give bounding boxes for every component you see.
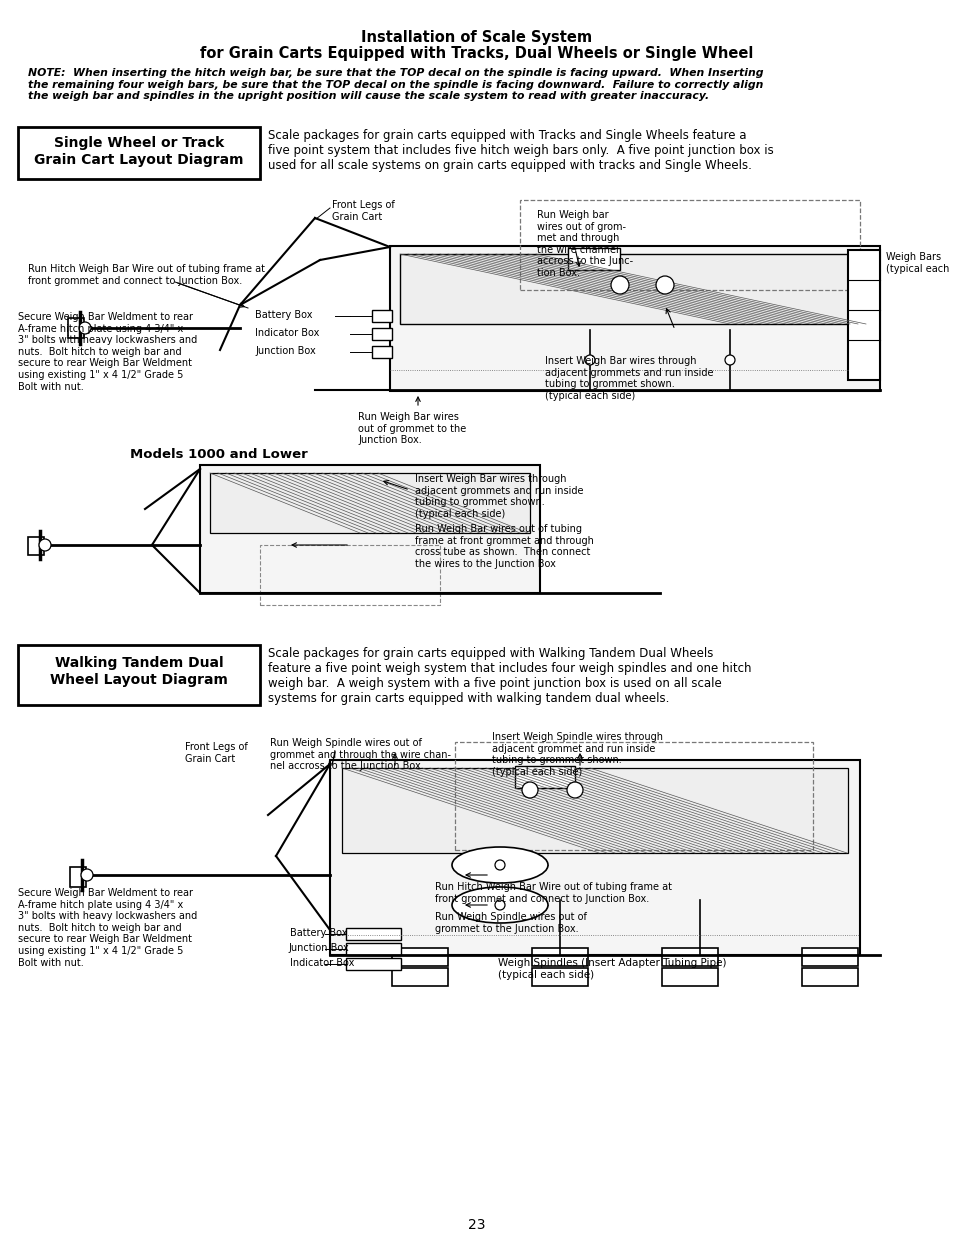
Text: Wheel Layout Diagram: Wheel Layout Diagram [50,673,228,687]
Text: Run Weigh Bar wires out of tubing
frame at front grommet and through
cross tube : Run Weigh Bar wires out of tubing frame … [415,524,594,569]
Text: Grain Cart Layout Diagram: Grain Cart Layout Diagram [34,153,244,167]
Text: Front Legs of
Grain Cart: Front Legs of Grain Cart [185,742,248,763]
Bar [399,254,869,324]
Text: Junction Box: Junction Box [288,944,349,953]
Bar [519,200,859,290]
Bar [392,948,448,966]
Text: Junction Box: Junction Box [254,346,315,356]
Text: Run Hitch Weigh Bar Wire out of tubing frame at
front grommet and connect to Jun: Run Hitch Weigh Bar Wire out of tubing f… [28,264,265,285]
Bar [661,948,718,966]
Bar [847,249,879,380]
Bar [532,968,587,986]
Text: Weigh Bars
(typical each side): Weigh Bars (typical each side) [885,252,953,274]
Circle shape [495,860,504,869]
Bar [532,948,587,966]
Circle shape [79,322,91,333]
Bar [18,127,260,179]
Bar [346,958,400,969]
Circle shape [495,900,504,910]
Bar [372,329,392,340]
Bar [801,948,857,966]
Text: Battery Box: Battery Box [254,310,313,320]
Bar [330,760,859,955]
Bar [515,766,575,788]
Bar [341,768,847,853]
Text: Single Wheel or Track: Single Wheel or Track [53,136,224,149]
Text: Run Weigh Bar wires
out of grommet to the
Junction Box.: Run Weigh Bar wires out of grommet to th… [357,412,466,445]
Text: Insert Weigh Bar wires through
adjacent grommets and run inside
tubing to gromme: Insert Weigh Bar wires through adjacent … [415,474,583,519]
Circle shape [81,869,92,881]
Bar [661,968,718,986]
Text: for Grain Carts Equipped with Tracks, Dual Wheels or Single Wheel: for Grain Carts Equipped with Tracks, Du… [200,46,753,61]
Text: 23: 23 [468,1218,485,1233]
Circle shape [656,275,673,294]
Bar [567,248,619,270]
Bar [346,944,400,955]
Text: NOTE:  When inserting the hitch weigh bar, be sure that the TOP decal on the spi: NOTE: When inserting the hitch weigh bar… [28,68,762,101]
Bar [390,246,879,391]
Ellipse shape [452,847,547,883]
Text: Indicator Box: Indicator Box [254,329,319,338]
Bar [455,742,812,850]
Text: Insert Weigh Bar wires through
adjacent grommets and run inside
tubing to gromme: Insert Weigh Bar wires through adjacent … [544,356,713,401]
Text: Front Legs of
Grain Cart: Front Legs of Grain Cart [332,200,395,221]
Bar [372,310,392,322]
Text: Installation of Scale System: Installation of Scale System [361,30,592,44]
Circle shape [724,354,734,366]
Text: Indicator Box: Indicator Box [290,958,354,968]
Text: Scale packages for grain carts equipped with Walking Tandem Dual Wheels
feature : Scale packages for grain carts equipped … [268,647,751,705]
Bar [260,545,439,605]
Bar [68,317,84,338]
Text: Scale packages for grain carts equipped with Tracks and Single Wheels feature a
: Scale packages for grain carts equipped … [268,128,773,172]
Text: Run Weigh bar
wires out of grom-
met and through
the wire channel
accross to the: Run Weigh bar wires out of grom- met and… [537,210,633,278]
Bar [18,645,260,705]
Bar [200,466,539,593]
Text: Run Weigh Spindle wires out of
grommet to the Junction Box.: Run Weigh Spindle wires out of grommet t… [435,911,586,934]
Circle shape [39,538,51,551]
Circle shape [521,782,537,798]
Circle shape [584,354,595,366]
Circle shape [610,275,628,294]
Text: Weigh Spindles (Insert Adapter Tubing Pipe)
(typical each side): Weigh Spindles (Insert Adapter Tubing Pi… [497,958,726,979]
Bar [28,537,44,555]
Bar [801,968,857,986]
Text: Walking Tandem Dual: Walking Tandem Dual [54,656,223,671]
Text: Models 1000 and Lower: Models 1000 and Lower [130,448,308,461]
Bar [210,473,530,534]
Bar [392,968,448,986]
Bar [70,867,86,887]
Circle shape [566,782,582,798]
Bar [372,346,392,358]
Text: Insert Weigh Spindle wires through
adjacent grommet and run inside
tubing to gro: Insert Weigh Spindle wires through adjac… [492,732,662,777]
Ellipse shape [452,887,547,923]
Text: Secure Weigh Bar Weldment to rear
A-frame hitch plate using 4 3/4" x
3" bolts wi: Secure Weigh Bar Weldment to rear A-fram… [18,312,197,391]
Text: Secure Weigh Bar Weldment to rear
A-frame hitch plate using 4 3/4" x
3" bolts wi: Secure Weigh Bar Weldment to rear A-fram… [18,888,197,967]
Text: Run Weigh Spindle wires out of
grommet and through the wire chan-
nel accross to: Run Weigh Spindle wires out of grommet a… [270,739,451,771]
Text: Run Hitch Weigh Bar Wire out of tubing frame at
front grommet and connect to Jun: Run Hitch Weigh Bar Wire out of tubing f… [435,882,671,904]
Text: Battery Box: Battery Box [290,927,347,939]
Bar [346,927,400,940]
